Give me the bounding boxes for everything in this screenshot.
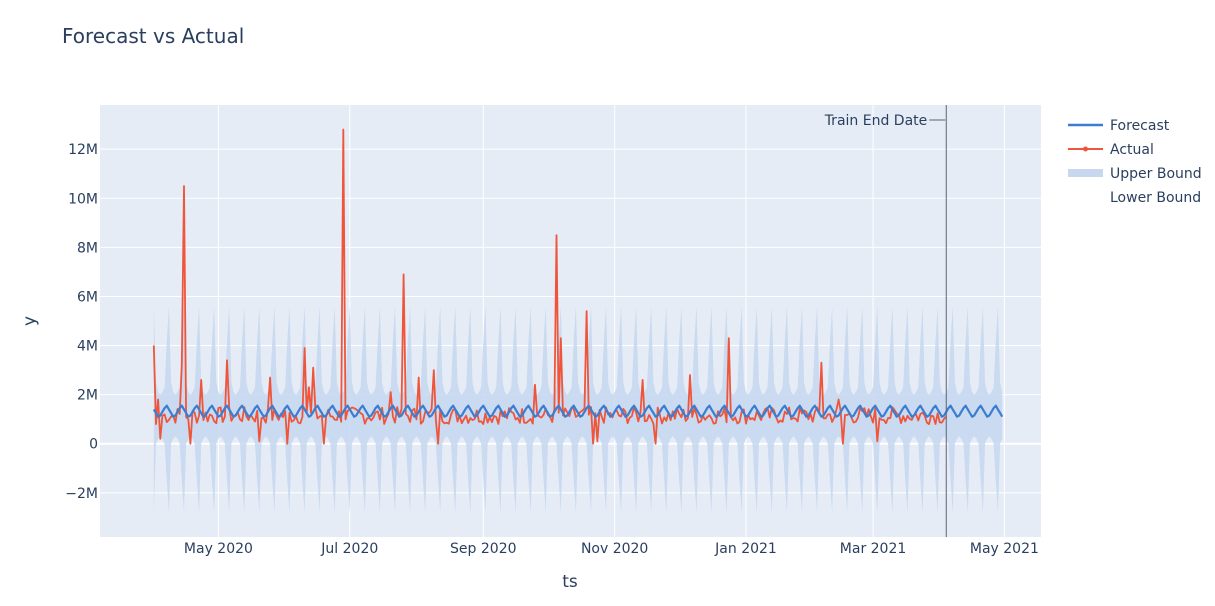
legend-label: Forecast	[1110, 118, 1170, 134]
legend-item-actual[interactable]: Actual	[1068, 142, 1154, 158]
y-tick-label: 12M	[68, 142, 98, 158]
legend-item-forecast[interactable]: Forecast	[1068, 118, 1170, 134]
x-tick-label: Jul 2020	[320, 541, 378, 557]
y-tick-label: 8M	[77, 240, 98, 256]
legend-label: Upper Bound	[1110, 166, 1202, 182]
chart-title: Forecast vs Actual	[62, 24, 244, 48]
y-axis-title: y	[20, 316, 40, 326]
x-tick-label: Jan 2021	[714, 541, 777, 557]
y-tick-label: 6M	[77, 289, 98, 305]
prediction-interval-band	[153, 306, 1003, 513]
y-axis-ticks: −2M 0 2M 4M 6M 8M 10M 12M	[65, 142, 98, 502]
x-axis-title: ts	[562, 572, 578, 592]
forecast-line	[152, 404, 1004, 418]
legend-label: Actual	[1110, 142, 1154, 158]
plot-area	[100, 105, 1041, 537]
series-lines	[152, 128, 1004, 445]
legend-label: Lower Bound	[1110, 190, 1201, 206]
legend-item-upper-bound[interactable]: Upper Bound	[1068, 166, 1202, 182]
legend-swatch-band	[1068, 169, 1103, 177]
y-tick-label: −2M	[65, 486, 98, 502]
gridlines	[100, 105, 1041, 537]
x-tick-label: Sep 2020	[450, 541, 516, 557]
legend[interactable]: Forecast Actual Upper Bound Lower Bound	[1068, 118, 1202, 206]
x-tick-label: May 2020	[184, 541, 253, 557]
train-end-annotation: Train End Date	[824, 105, 947, 537]
y-tick-label: 2M	[77, 388, 98, 404]
legend-item-lower-bound[interactable]: Lower Bound	[1110, 190, 1201, 206]
annotation-label: Train End Date	[824, 113, 928, 129]
legend-marker-actual	[1083, 146, 1088, 152]
y-tick-label: 0	[89, 437, 98, 453]
x-tick-label: May 2021	[970, 541, 1039, 557]
x-tick-label: Nov 2020	[581, 541, 648, 557]
y-tick-label: 4M	[77, 339, 98, 355]
x-axis-ticks: May 2020 Jul 2020 Sep 2020 Nov 2020 Jan 2021…	[184, 541, 1039, 557]
confidence-band	[153, 306, 1003, 513]
x-tick-label: Mar 2021	[840, 541, 907, 557]
y-tick-label: 10M	[68, 191, 98, 207]
